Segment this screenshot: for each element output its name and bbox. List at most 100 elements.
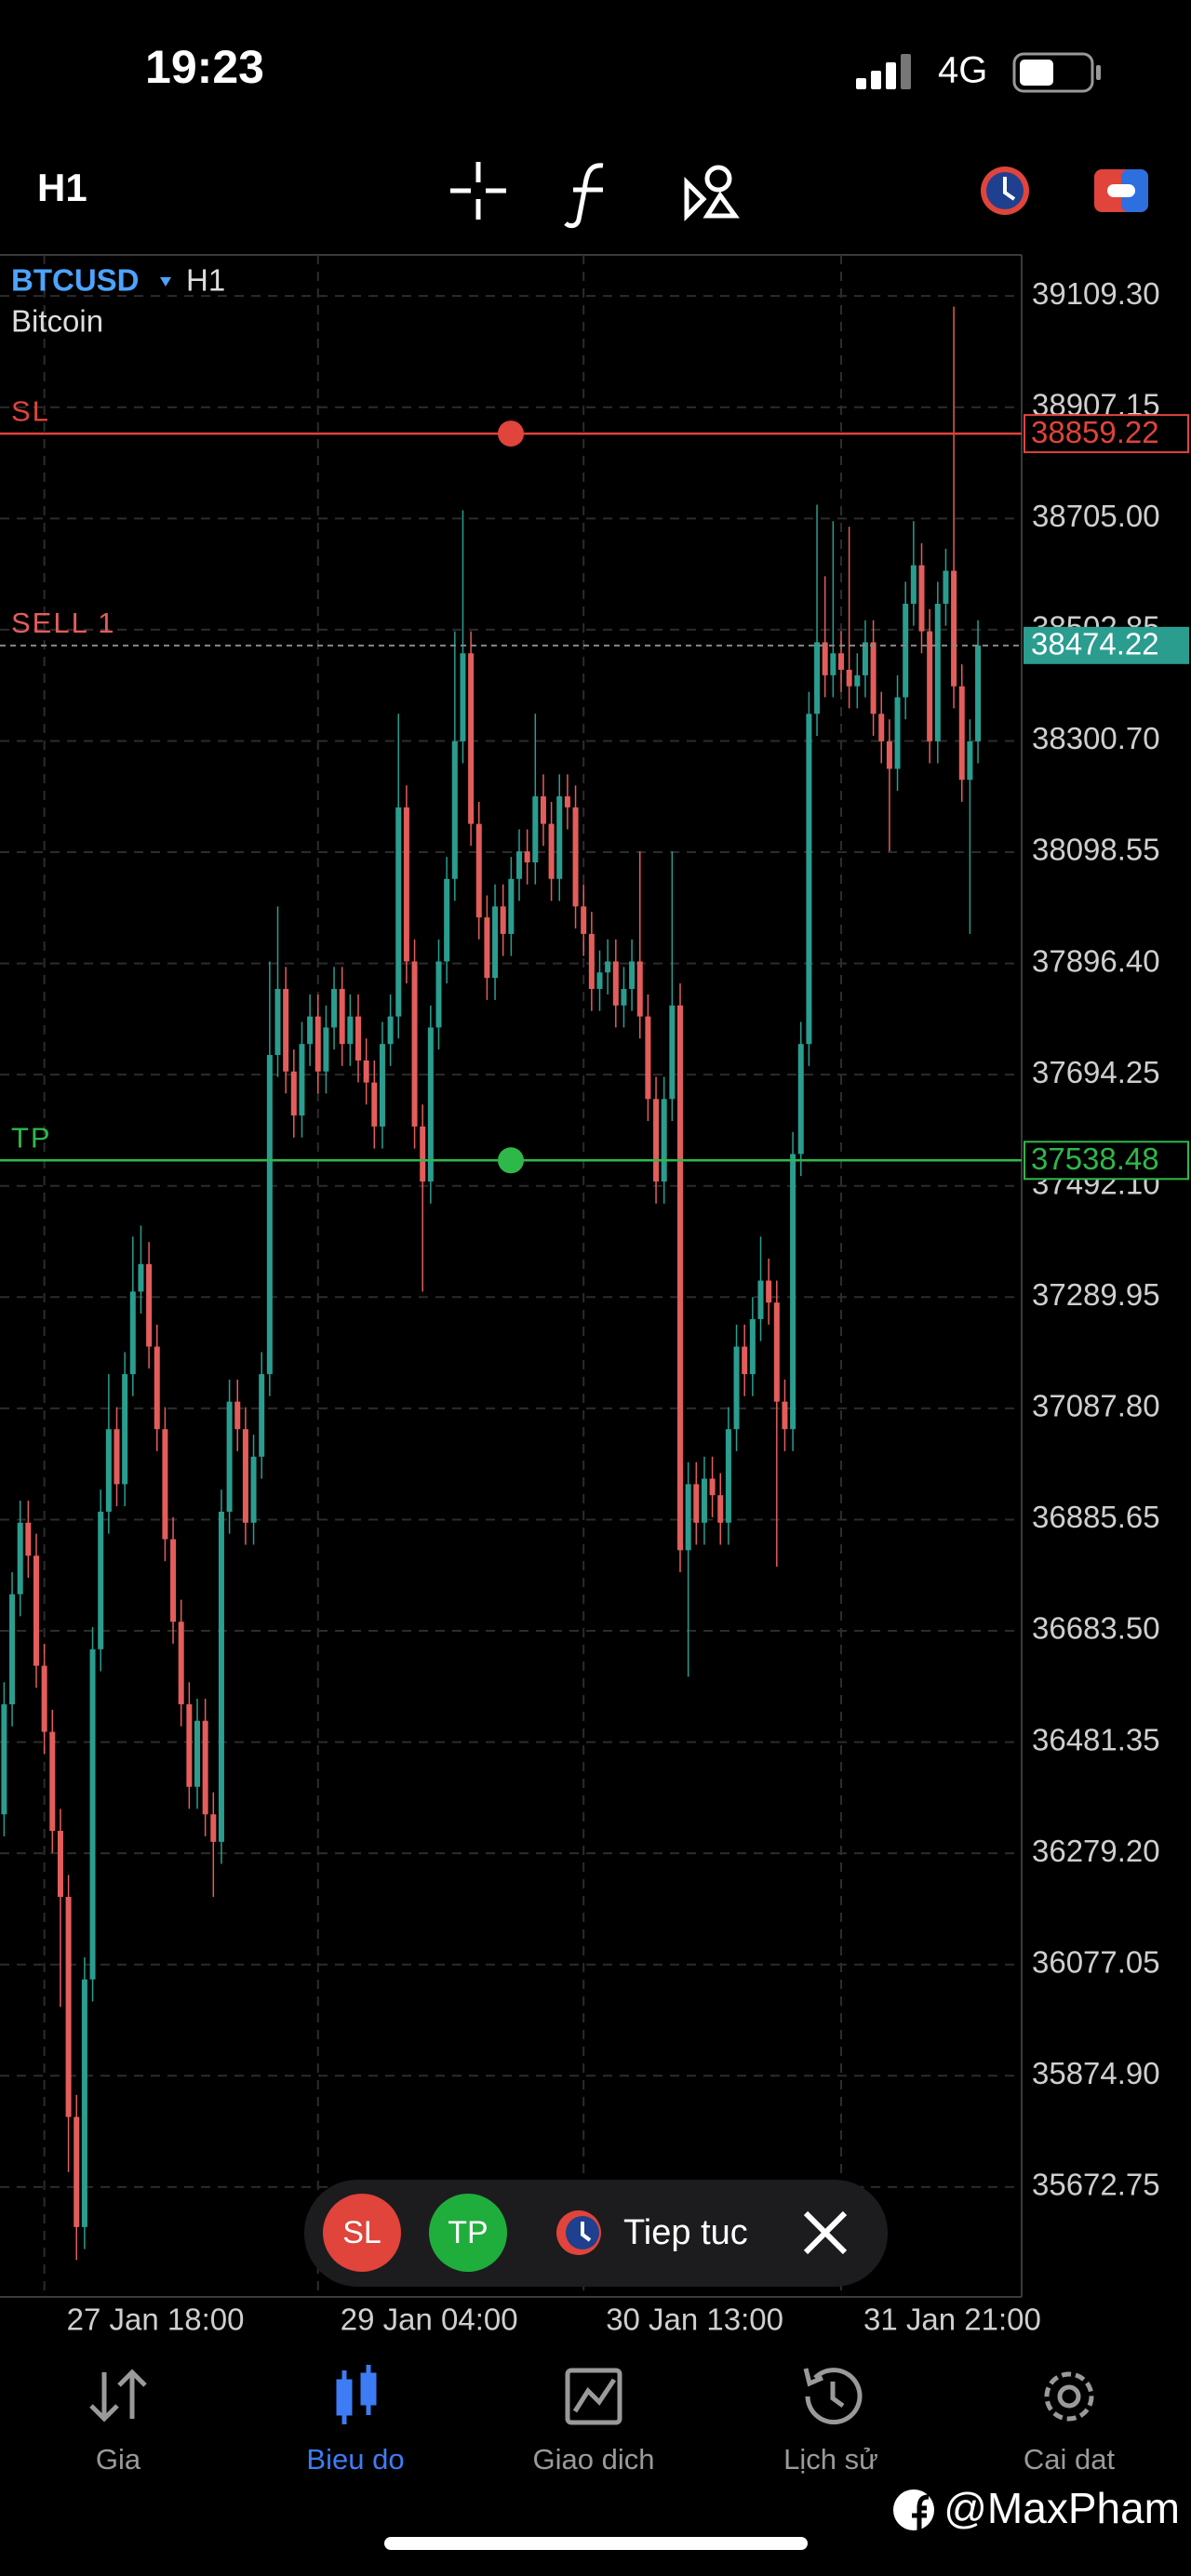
price-tag [1024,1141,1189,1181]
candle-body [17,1522,23,1595]
candle-body [41,1665,47,1732]
trade-button[interactable] [981,167,1029,215]
candle-body [814,642,821,714]
candle-body [677,1005,683,1551]
nav-label[interactable]: Bieu do [306,2443,404,2476]
sl-button[interactable] [323,2194,401,2272]
battery-icon [1012,52,1101,93]
candle-body [773,1302,780,1402]
candle-body [122,1374,128,1485]
candle-body [170,1539,177,1622]
timeframe-button[interactable]: H1 [37,166,87,209]
objects-button[interactable] [684,165,740,222]
candle-body [105,1429,112,1512]
y-tick-label: 38300.70 [1032,721,1160,755]
candle-body [540,796,546,824]
candle-body [822,642,828,675]
candle-body [49,1731,56,1832]
nav-icon-lichsu[interactable] [803,2368,863,2425]
candle-body [371,1082,378,1127]
candle-body [927,631,933,741]
candle-body [742,1346,748,1375]
candle-body [25,1522,32,1556]
symbol-label[interactable]: BTCUSD [11,263,140,298]
candle-body [886,741,892,769]
x-tick-label: 27 Jan 18:00 [67,2302,245,2337]
candle-body [878,714,885,741]
candle-body [81,1979,87,2227]
indicators-button[interactable] [564,163,604,229]
home-indicator [384,2537,808,2550]
y-tick-label: 36077.05 [1032,1944,1160,1979]
y-tick-label: 37694.25 [1032,1055,1160,1089]
price-line-handle[interactable] [498,420,524,447]
candle-body [797,1044,804,1155]
symbol-dropdown[interactable] [160,277,171,287]
candle-body [709,1478,716,1496]
candle-body [250,1456,257,1523]
watermark: @MaxPham [943,2484,1180,2532]
nav-icon-bieudo[interactable] [336,2365,377,2424]
candle-body [307,1016,314,1045]
candle-body [98,1511,104,1649]
continue-icon [556,2210,601,2255]
close-button[interactable] [803,2210,848,2255]
candle-body [435,961,442,1028]
candle-body [492,906,499,979]
candle-body [114,1429,120,1485]
tp-button-label[interactable]: TP [448,2215,488,2250]
candle-body [460,653,466,741]
candle-body [958,686,965,781]
nav-label[interactable]: Lịch sử [783,2443,878,2476]
y-tick-label: 35874.90 [1032,2056,1160,2090]
candle-body [500,906,506,934]
candle-body [154,1346,160,1430]
signal-icon [856,54,911,89]
candle-body [733,1346,740,1430]
candle-body [234,1401,241,1430]
y-tick-label: 38098.55 [1032,833,1160,867]
sl-button-label[interactable]: SL [342,2215,381,2250]
y-tick-label: 36683.50 [1032,1611,1160,1646]
account-button[interactable] [1094,169,1148,212]
network-label: 4G [938,50,987,91]
nav-label[interactable]: Giao dich [533,2443,655,2476]
price-line-handle[interactable] [498,1147,524,1174]
candle-body [685,1484,691,1551]
candle-body [420,1126,426,1182]
candle-body [484,917,490,979]
candle-body [854,674,861,687]
candle-body [653,1099,660,1182]
candle-body [226,1401,233,1512]
nav-icon-caidat[interactable] [1044,2371,1094,2422]
nav-label[interactable]: Cai dat [1024,2443,1116,2476]
continue-button[interactable]: Tiep tuc [623,2213,748,2252]
candle-body [427,1027,434,1182]
y-tick-label: 36481.35 [1032,1722,1160,1756]
price-tag [1024,626,1189,664]
candle-body [870,642,877,714]
candle-body [299,1044,305,1116]
candle-body [564,796,570,808]
candle-body [588,933,595,990]
price-line-label: TP [11,1121,52,1154]
nav-icon-gia[interactable] [89,2369,147,2423]
candle-body [508,878,515,934]
crosshair-button[interactable] [450,162,506,220]
nav-label[interactable]: Gia [96,2443,141,2476]
candle-body [766,1280,772,1303]
candle-body [314,1016,321,1072]
candle-body [605,961,611,973]
nav-icon-giaodich[interactable] [565,2368,622,2425]
y-tick-label: 39109.30 [1032,276,1160,311]
candle-body [274,989,281,1056]
candle-body [596,972,603,990]
candle-body [548,823,555,879]
tp-button[interactable] [429,2194,507,2272]
candle-body [266,1055,273,1375]
candle-body [975,645,982,741]
candle-body [129,1291,136,1375]
candle-body [379,1044,385,1127]
